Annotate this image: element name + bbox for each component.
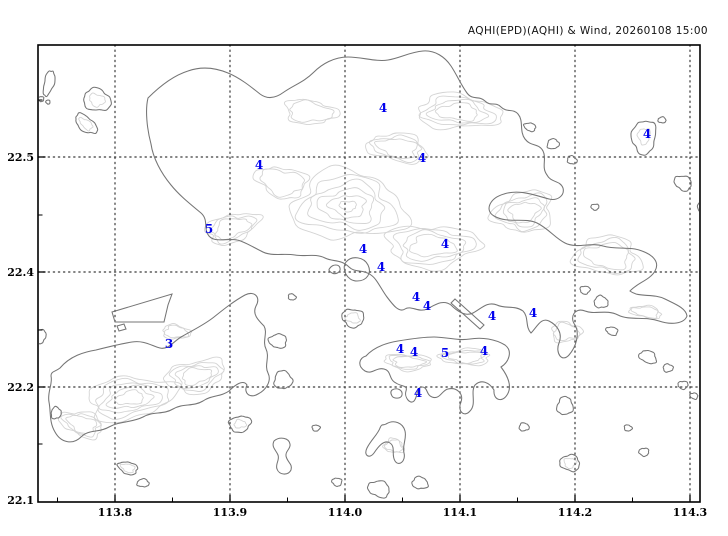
station-aqhi-value: 4 bbox=[410, 345, 418, 359]
y-tick-label: 22.1 bbox=[7, 494, 34, 507]
y-tick-label: 22.4 bbox=[7, 266, 34, 279]
station-aqhi-value: 4 bbox=[488, 309, 496, 323]
station-aqhi-value: 4 bbox=[414, 386, 422, 400]
station-aqhi-value: 4 bbox=[379, 101, 387, 115]
figure-title: AQHI(EPD)(AQHI) & Wind, 20260108 15:00 bbox=[468, 25, 708, 37]
x-tick-label: 113.9 bbox=[213, 506, 247, 519]
x-tick-label: 114.1 bbox=[443, 506, 477, 519]
x-tick-label: 114.2 bbox=[558, 506, 592, 519]
station-aqhi-value: 4 bbox=[418, 151, 426, 165]
station-aqhi-value: 4 bbox=[377, 260, 385, 274]
grid-dotted-lines bbox=[37, 44, 701, 503]
coastline-paths bbox=[39, 50, 699, 499]
station-aqhi-value: 4 bbox=[643, 127, 651, 141]
station-aqhi-value: 4 bbox=[359, 242, 367, 256]
terrain-contour-lines bbox=[57, 91, 663, 474]
station-aqhi-value: 4 bbox=[396, 342, 404, 356]
station-aqhi-value: 5 bbox=[205, 222, 213, 236]
station-aqhi-value: 3 bbox=[165, 337, 173, 351]
x-tick-label: 114.0 bbox=[328, 506, 363, 519]
latitude-axis-labels: 22.5 22.4 22.2 22.1 bbox=[7, 151, 34, 507]
station-aqhi-value: 4 bbox=[255, 158, 263, 172]
y-tick-label: 22.2 bbox=[7, 381, 34, 394]
station-aqhi-value: 4 bbox=[423, 299, 431, 313]
station-aqhi-value: 4 bbox=[529, 306, 537, 320]
plot-border bbox=[37, 44, 701, 503]
station-aqhi-value: 4 bbox=[480, 344, 488, 358]
axis-tick-marks bbox=[38, 99, 691, 502]
x-tick-label: 113.8 bbox=[98, 506, 133, 519]
x-tick-label: 114.3 bbox=[673, 506, 707, 519]
station-aqhi-value: 4 bbox=[412, 290, 420, 304]
station-aqhi-value: 5 bbox=[441, 346, 449, 360]
longitude-axis-labels: 113.8 113.9 114.0 114.1 114.2 114.3 bbox=[98, 506, 707, 519]
y-tick-label: 22.5 bbox=[7, 151, 34, 164]
station-aqhi-value: 4 bbox=[441, 237, 449, 251]
